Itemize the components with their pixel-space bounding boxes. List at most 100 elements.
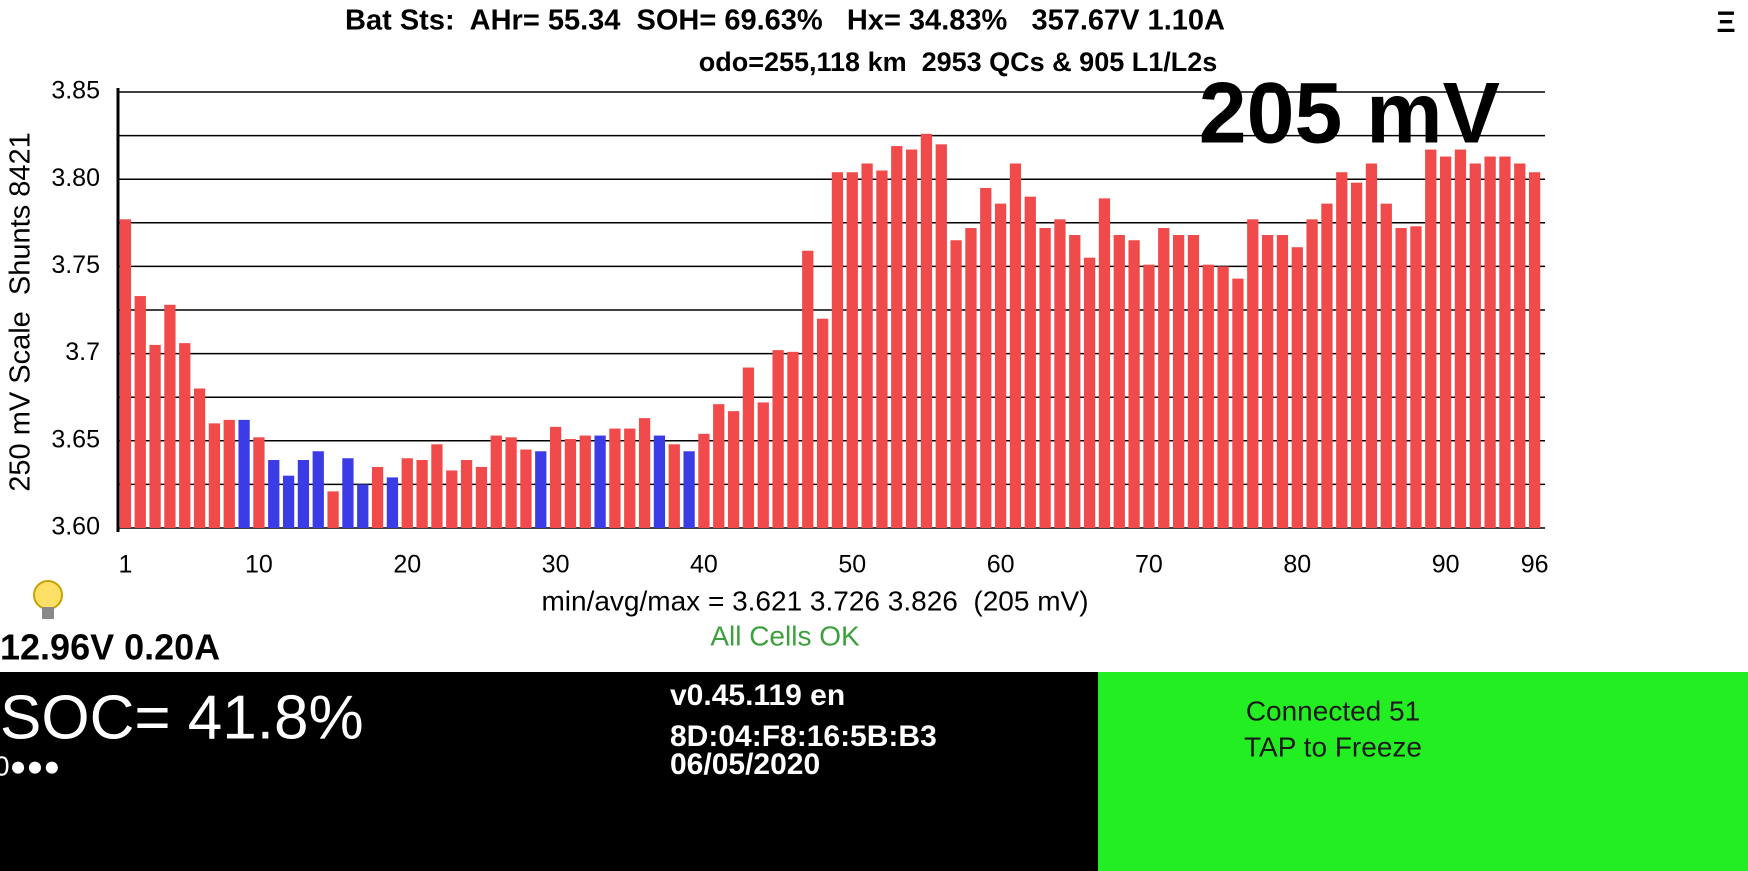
bar — [1395, 228, 1407, 529]
bar — [1069, 235, 1081, 528]
date: 06/05/2020 — [670, 748, 820, 781]
bar — [698, 433, 710, 528]
bar — [1261, 235, 1274, 528]
freeze-button[interactable] — [1098, 672, 1748, 871]
bulb-icon — [33, 580, 63, 619]
bar — [371, 466, 384, 528]
bar — [416, 459, 428, 528]
bar — [475, 466, 488, 528]
y-axis-title: 250 mV Scale Shunts 8421 — [5, 132, 37, 492]
bar — [787, 351, 799, 528]
soc: SOC= 41.8% — [0, 683, 364, 752]
bar — [713, 404, 725, 528]
x-tick-label: 90 — [1432, 551, 1460, 579]
bar — [683, 451, 695, 528]
bar — [1291, 247, 1303, 528]
bar — [1439, 156, 1452, 528]
bar — [549, 426, 562, 528]
bar — [357, 484, 369, 528]
bar — [268, 459, 280, 528]
plot: 3.60 3.65 3.7 3.75 3.80 3.85 1 10 20 30 40 50 60 70 80… — [51, 77, 1548, 579]
bar — [727, 411, 740, 528]
bar — [1484, 156, 1496, 528]
bar — [653, 435, 666, 528]
bar — [742, 367, 755, 528]
bar — [535, 451, 547, 528]
bar — [1276, 235, 1289, 528]
x-tick-label: 60 — [987, 551, 1015, 579]
bar — [876, 170, 888, 529]
x-tick-label: 1 — [118, 551, 132, 579]
y-tick-label: 3.65 — [51, 425, 100, 453]
bar — [505, 437, 517, 528]
bar — [1024, 196, 1036, 528]
x-tick-label: 20 — [393, 551, 421, 579]
bar — [1321, 203, 1333, 528]
bar — [1039, 228, 1051, 529]
bar — [579, 435, 591, 528]
bar — [1514, 163, 1526, 528]
bar — [1083, 257, 1096, 528]
bar — [208, 423, 221, 528]
bar — [1187, 235, 1200, 528]
bar — [861, 163, 873, 528]
bar — [1469, 163, 1481, 528]
bar — [816, 318, 829, 528]
bar — [386, 477, 399, 528]
bar — [1143, 264, 1155, 528]
bar — [624, 428, 636, 528]
mac-address: 8D:04:F8:16:5B:B3 — [670, 720, 937, 753]
y-tick-label: 3.60 — [51, 513, 100, 541]
bar — [965, 228, 977, 529]
bar — [935, 144, 947, 528]
version: v0.45.119 en — [670, 679, 845, 712]
footer-bar — [0, 672, 1098, 871]
bar — [1172, 235, 1185, 528]
bar — [1158, 228, 1170, 529]
bar — [282, 475, 295, 528]
bar — [1336, 172, 1348, 528]
x-tick-label: 30 — [542, 551, 570, 579]
bar — [253, 437, 265, 528]
x-tick-label: 70 — [1135, 551, 1163, 579]
bar — [446, 470, 458, 528]
menu-button[interactable]: Ξ — [1716, 6, 1735, 39]
bar — [134, 296, 146, 528]
bar — [460, 459, 473, 528]
bar — [238, 419, 250, 528]
dots: 0●●● — [0, 750, 60, 781]
bar — [490, 435, 502, 528]
y-tick-label: 3.75 — [51, 251, 100, 279]
bar — [342, 458, 354, 528]
bar — [668, 444, 680, 528]
bar — [327, 491, 339, 528]
bar — [950, 240, 962, 529]
y-tick-label: 3.7 — [65, 338, 100, 366]
bar — [994, 203, 1007, 528]
button-text[interactable]: Connected 51 — [1246, 695, 1420, 726]
bar — [1009, 163, 1022, 528]
bar — [164, 304, 176, 528]
aux-battery: 12.96V 0.20A — [0, 627, 220, 668]
bar — [831, 172, 844, 528]
y-tick-label: 3.80 — [51, 164, 100, 192]
bar — [179, 343, 191, 528]
bar — [520, 449, 532, 528]
bar — [609, 428, 621, 528]
bar — [223, 419, 235, 528]
bar — [772, 350, 784, 528]
bar — [1380, 203, 1392, 528]
bar — [1528, 172, 1541, 528]
bar — [564, 439, 577, 528]
button-text[interactable]: TAP to Freeze — [1244, 731, 1422, 762]
bar — [980, 187, 992, 529]
header-line2: odo=255,118 km 2953 QCs & 905 L1/L2s — [699, 47, 1218, 77]
bar — [1202, 264, 1214, 528]
bar — [1306, 219, 1318, 528]
annotation: 205 mV — [1199, 66, 1500, 162]
bar — [846, 172, 858, 528]
bar — [1098, 198, 1111, 528]
bar — [193, 388, 206, 528]
bar — [431, 444, 443, 528]
